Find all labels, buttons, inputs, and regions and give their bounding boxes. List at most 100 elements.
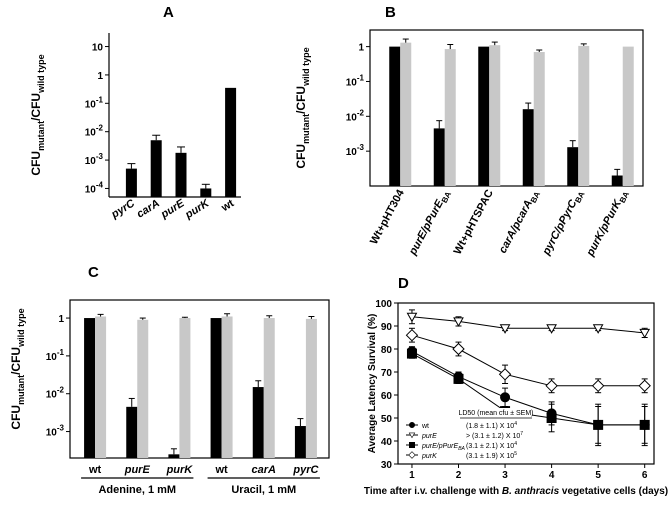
panel-d-legend-name: purE/pPurEBA <box>421 443 466 452</box>
panel-d-data-point <box>591 379 605 393</box>
panel-b-ytick-label-base: 10 <box>346 147 358 158</box>
panel-b-bar <box>400 42 412 186</box>
panel-b-ytick-label: 10-3 <box>346 143 365 158</box>
panel-b-ylabel-sub1: mutant <box>301 114 311 144</box>
panel-c-category-label: pyrC <box>292 464 319 476</box>
panel-d-data-point <box>593 419 604 430</box>
panel-a-ylabel-sub1: mutant <box>36 121 46 151</box>
panel-b-category-text: pyrC/pPyrC <box>540 197 580 258</box>
panel-d-data-point <box>498 368 512 381</box>
panel-d-legend-ld50: (3.1 ± 2.1) X 104 <box>466 441 517 450</box>
panel-a-ylabel: CFUmutant/CFUwild type <box>29 54 46 175</box>
panel-d-legend-name-text: purK <box>421 453 437 460</box>
panel-d-ytick-label: 90 <box>381 322 393 333</box>
panel-d-legend-name-text: purE/pPurE <box>421 443 459 450</box>
panel-c-bar <box>137 319 149 458</box>
panel-c-ylabel-sub1: mutant <box>16 375 26 405</box>
panel-b-bar <box>567 147 579 186</box>
panel-c-ylabel-main: CFU <box>9 405 23 430</box>
panel-d-legend-name-text: wt <box>421 423 429 430</box>
panel-c-bar <box>95 316 107 458</box>
panel-d-data-point <box>638 379 651 393</box>
panel-d-legend-name-sub: BA <box>458 446 465 452</box>
panel-c-ytick-label: 10-2 <box>46 386 65 401</box>
panel-c-bar <box>179 318 191 458</box>
panel-b-category-text: Wt+pHTSPAC <box>452 188 496 257</box>
panel-b-category-sub: BA <box>573 190 586 205</box>
panel-d-data-point <box>546 413 557 423</box>
panel-d-legend-marker <box>408 442 415 449</box>
panel-a-category-label: wt <box>219 197 237 214</box>
panel-a-ytick-label-exp: -4 <box>96 180 104 189</box>
panel-b-ylabel-sub2: wild type <box>301 47 311 87</box>
panel-c-bar <box>84 318 96 458</box>
panel-a-category-label: purK <box>182 197 212 222</box>
panel-a-ytick-label-base: 10 <box>92 43 104 54</box>
panel-d-legend-ld50-text: (3.1 ± 1.9) X 10 <box>466 453 514 460</box>
panel-d-ytick-label: 60 <box>381 391 393 402</box>
panel-c-ylabel: CFUmutant/CFUwild type <box>9 308 26 429</box>
panel-c-ytick-label: 1 <box>58 314 64 325</box>
panel-b-category-label: purK/pPurKBA <box>584 188 631 260</box>
panel-c-bar <box>263 318 275 458</box>
panel-a-bar <box>225 87 237 197</box>
panel-c-ytick-label-exp: -3 <box>57 424 65 433</box>
panel-d-legend-marker <box>408 451 416 459</box>
panel-d-frame <box>397 302 655 465</box>
panel-a-ylabel-main: CFU <box>29 151 43 176</box>
panel-d-legend-ld50-exp: 5 <box>514 451 517 457</box>
panel-c-bar <box>294 426 306 458</box>
panel-b-category-label: Wt+pHT304 <box>368 187 407 247</box>
panel-d-ytick-label: 80 <box>381 345 393 356</box>
panel-d-ytick-label: 50 <box>381 414 393 425</box>
panel-b-category-text: purK/pPurK <box>584 197 625 259</box>
panel-b-category-sub: BA <box>618 190 631 205</box>
panel-b-category-label: pyrC/pPyrCBA <box>540 188 587 259</box>
panel-d-legend-ld50-exp: 7 <box>520 431 523 437</box>
panel-d-data-point <box>452 342 465 356</box>
panel-b-ylabel-main: CFU <box>294 144 308 169</box>
panel-b-ytick-label-exp: -3 <box>357 143 365 152</box>
panel-b-category-sub: BA <box>440 190 453 205</box>
panel-a-category-label: pyrC <box>109 197 138 222</box>
panel-a-ylabel-mid: /CFU <box>29 93 43 121</box>
panel-d-legend-name: wt <box>421 423 429 430</box>
panel-d-data-point <box>453 317 464 327</box>
panel-d-data-point <box>406 348 417 359</box>
panel-d-legend-ld50-text: > (3.1 ± 1.2) X 10 <box>466 433 520 440</box>
panel-d-legend-header: LD50 (mean cfu ± SEM) <box>458 410 533 417</box>
panel-a-ytick-label: 10-4 <box>85 180 104 195</box>
panel-d-ytick-label: 100 <box>375 299 392 310</box>
panel-b-frame <box>369 29 644 187</box>
panel-d-xtick-label: 1 <box>409 470 415 481</box>
panel-c-bar <box>252 387 264 458</box>
panel-d-ytick-label: 70 <box>381 368 393 379</box>
panel-b-bar <box>622 46 634 186</box>
panel-a-ytick-label-exp: -1 <box>96 95 104 104</box>
panel-b-bar <box>478 46 490 186</box>
panel-a-ytick-label-exp: -3 <box>96 152 104 161</box>
panel-b-category-text: purE/pPurE <box>406 197 446 258</box>
panel-b-bar <box>433 128 445 186</box>
panel-d-legend-name-text: purE <box>421 433 437 440</box>
panel-d-legend-ld50-text: (1.8 ± 1.1) X 10 <box>466 423 514 430</box>
panel-b-ytick-label: 10-2 <box>346 108 365 123</box>
panel-b-ylabel: CFUmutant/CFUwild type <box>294 47 311 168</box>
panel-d-legend-name: purE <box>421 433 437 440</box>
panel-c-bar <box>126 406 138 458</box>
panel-d-data-point <box>639 328 651 339</box>
panel-d-xlabel-post: vegetative cells (days) <box>559 486 668 497</box>
panel-a-bar <box>125 168 137 197</box>
panel-c-ytick-label-base: 1 <box>58 314 64 325</box>
panel-c-ytick-label-base: 10 <box>46 428 58 439</box>
panel-b-category-sub: BA <box>529 190 542 205</box>
panel-c-category-label: wt <box>88 464 102 476</box>
panel-b-category-label: Wt+pHTSPAC <box>452 188 496 257</box>
panel-a-ytick-label-base: 10 <box>85 99 97 110</box>
panel-c-ytick-label-base: 10 <box>46 352 58 363</box>
panel-a-ytick-label-exp: -2 <box>96 124 104 133</box>
panel-d-ytick-label: 30 <box>381 460 393 471</box>
panel-b-ytick-label-base: 10 <box>346 112 358 123</box>
panel-b-bar <box>444 49 456 186</box>
